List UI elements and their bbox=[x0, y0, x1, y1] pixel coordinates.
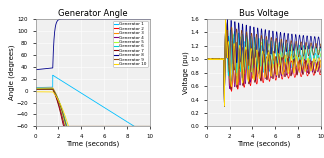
Y-axis label: Voltage (pu): Voltage (pu) bbox=[182, 51, 189, 94]
X-axis label: Time (seconds): Time (seconds) bbox=[66, 140, 119, 147]
Y-axis label: Angle (degrees): Angle (degrees) bbox=[8, 45, 15, 100]
Title: Generator Angle: Generator Angle bbox=[58, 9, 127, 18]
Title: Bus Voltage: Bus Voltage bbox=[239, 9, 289, 18]
X-axis label: Time (seconds): Time (seconds) bbox=[237, 140, 290, 147]
Legend: Generator 1, Generator 2, Generator 3, Generator 4, Generator 5, Generator 6, Ge: Generator 1, Generator 2, Generator 3, G… bbox=[113, 21, 148, 67]
